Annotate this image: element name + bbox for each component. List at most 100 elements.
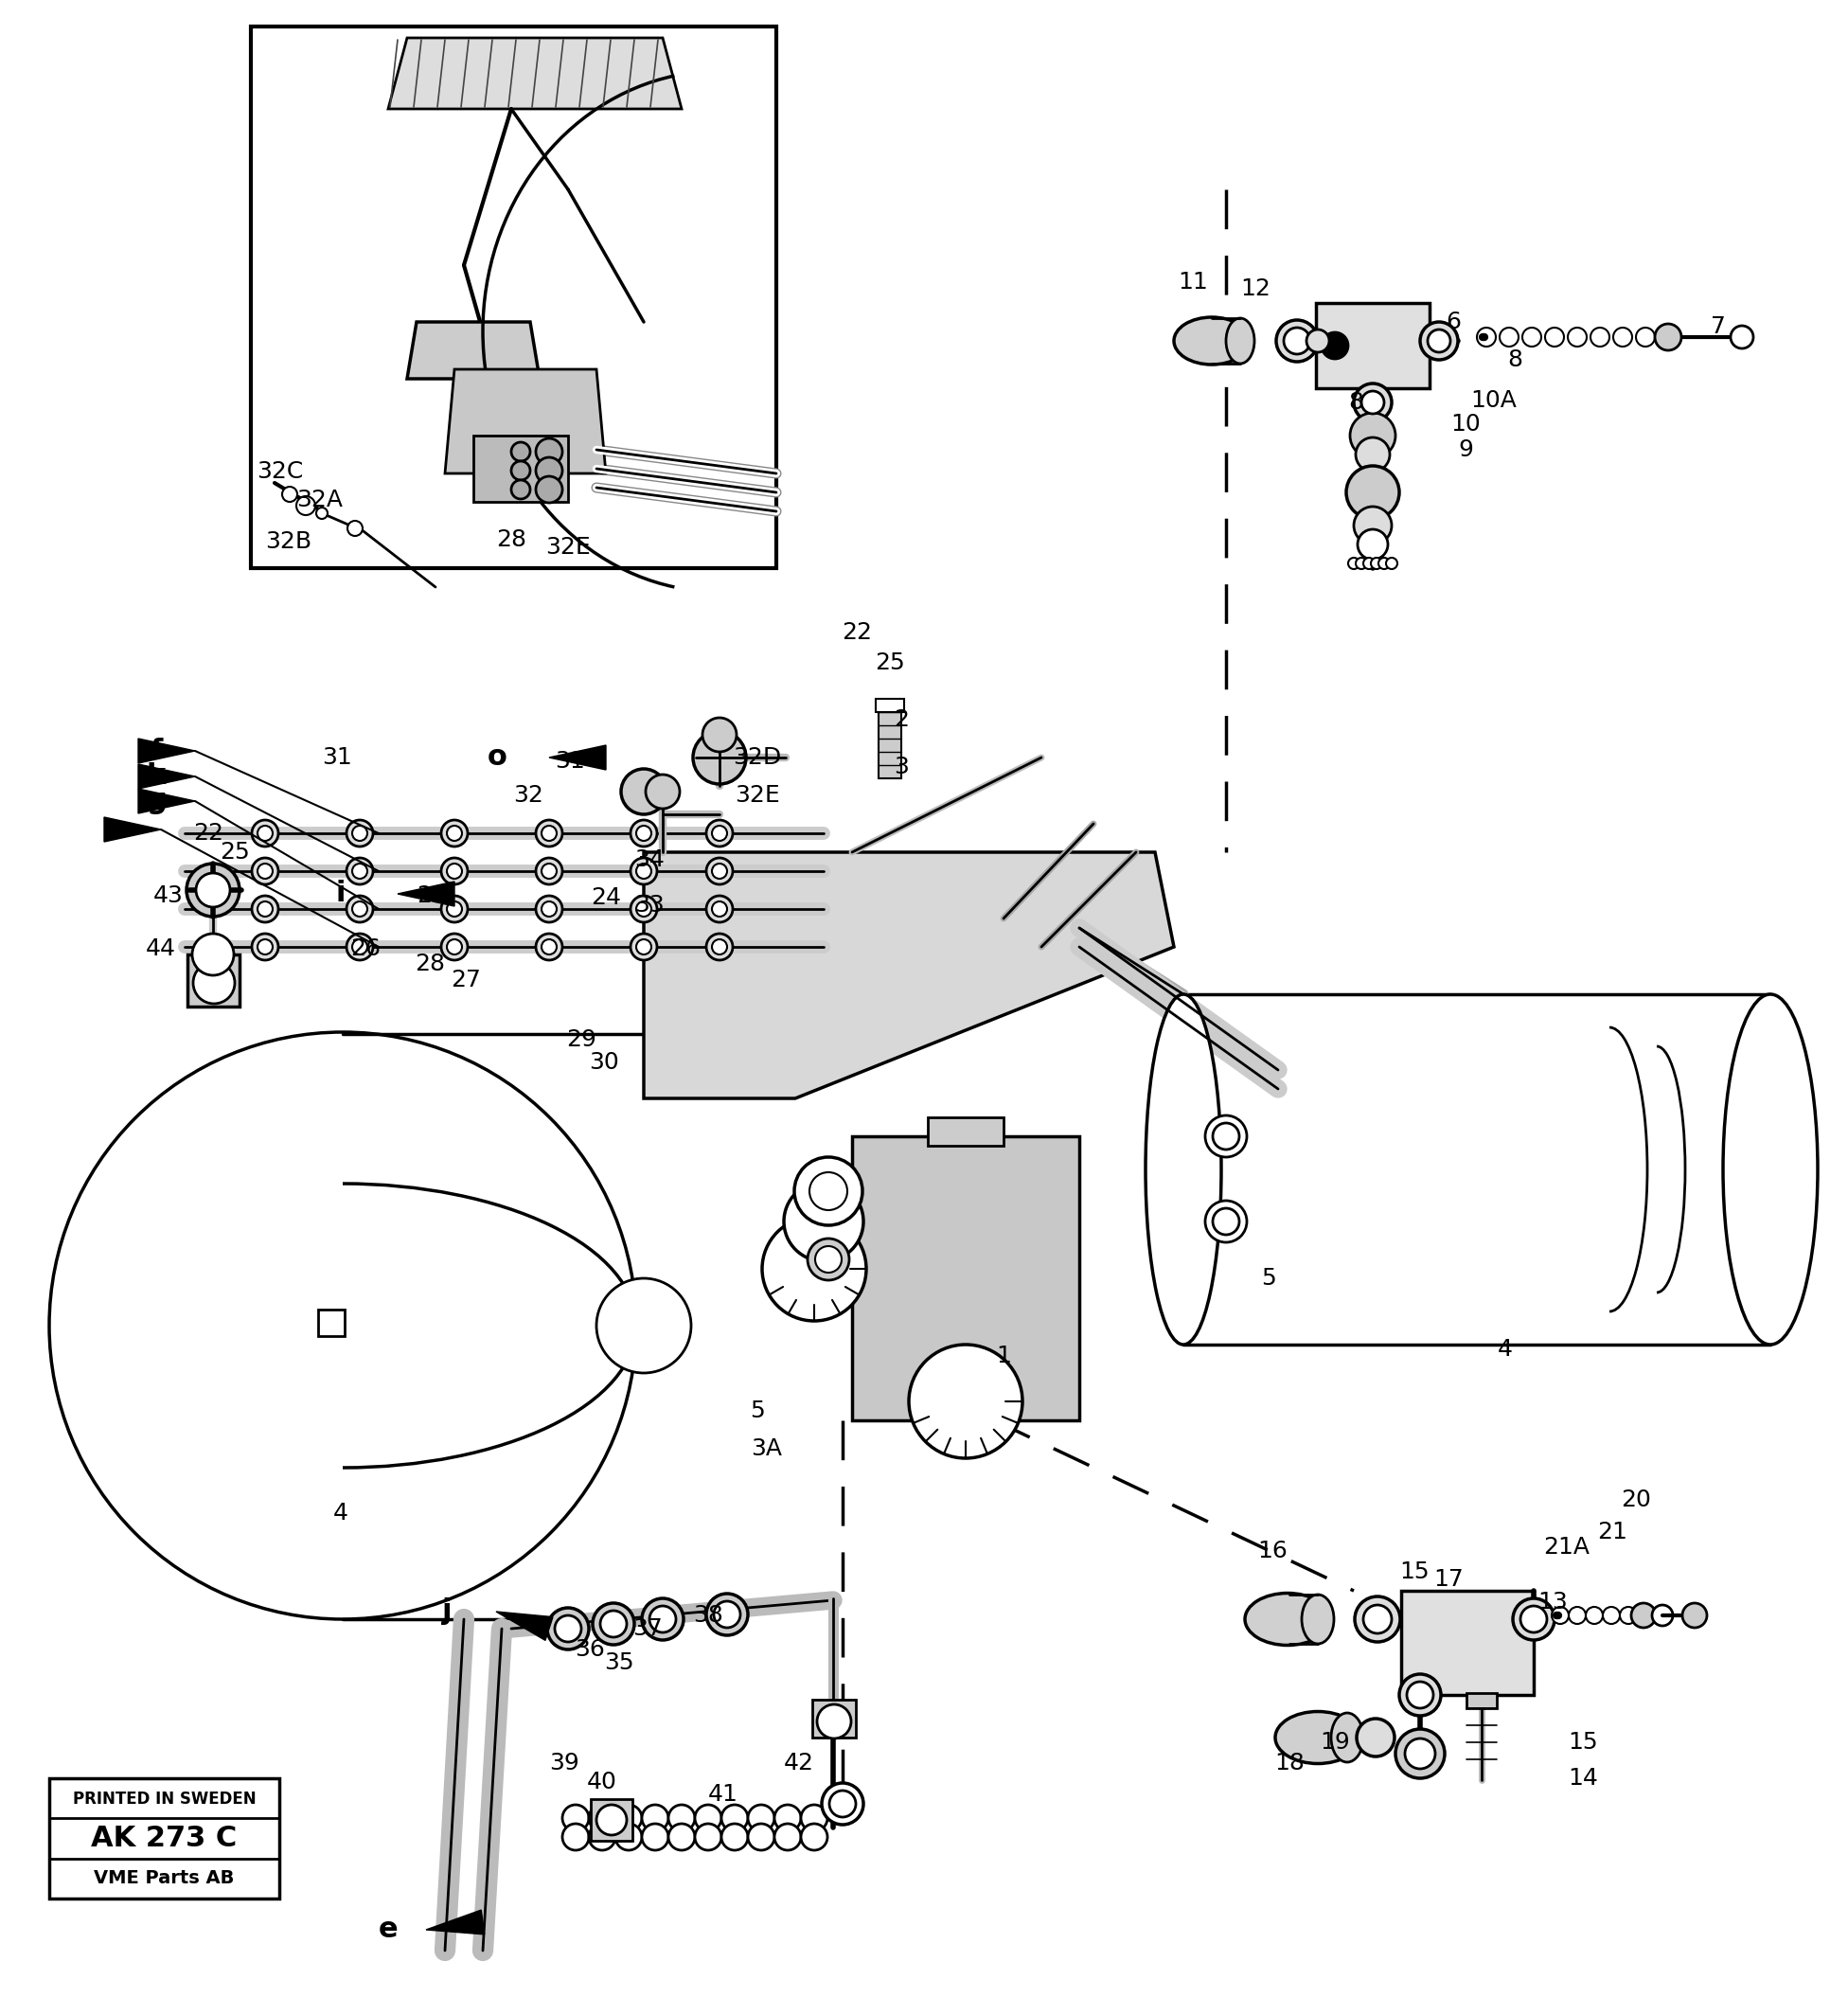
Circle shape	[347, 821, 373, 847]
Circle shape	[1355, 1596, 1401, 1642]
Polygon shape	[495, 1612, 553, 1640]
Circle shape	[296, 495, 316, 515]
Text: 8: 8	[1349, 391, 1364, 413]
Circle shape	[442, 859, 468, 885]
Text: 27: 27	[451, 969, 480, 991]
Circle shape	[1552, 1608, 1569, 1624]
Ellipse shape	[1275, 1711, 1360, 1763]
Circle shape	[721, 1823, 748, 1851]
Circle shape	[761, 1216, 867, 1320]
Text: 32D: 32D	[734, 747, 782, 769]
Circle shape	[512, 441, 530, 461]
Text: 34: 34	[634, 849, 665, 871]
Circle shape	[442, 821, 468, 847]
Circle shape	[1345, 465, 1399, 519]
Text: 21A: 21A	[1543, 1536, 1589, 1558]
Text: o: o	[488, 743, 506, 771]
Circle shape	[1591, 328, 1610, 347]
Text: 25: 25	[874, 651, 906, 675]
Circle shape	[711, 901, 726, 917]
Text: 40: 40	[588, 1771, 617, 1793]
Circle shape	[774, 1805, 800, 1831]
Text: i: i	[336, 881, 346, 907]
Text: 43: 43	[153, 885, 183, 907]
Circle shape	[347, 897, 373, 923]
Circle shape	[562, 1805, 590, 1831]
Text: 3A: 3A	[752, 1438, 782, 1460]
Circle shape	[536, 439, 562, 465]
Text: 41: 41	[708, 1783, 739, 1805]
Polygon shape	[139, 789, 196, 813]
Circle shape	[711, 825, 726, 841]
Circle shape	[702, 717, 737, 751]
Text: 32E: 32E	[736, 785, 780, 807]
Text: 21: 21	[1597, 1520, 1628, 1544]
Circle shape	[1514, 1598, 1554, 1640]
Circle shape	[630, 935, 658, 961]
Circle shape	[615, 1805, 641, 1831]
Circle shape	[590, 1823, 615, 1851]
Circle shape	[251, 821, 279, 847]
Text: 9: 9	[1458, 439, 1473, 461]
Text: 13: 13	[1538, 1592, 1567, 1614]
Circle shape	[1364, 1606, 1392, 1634]
Circle shape	[748, 1823, 774, 1851]
Text: 23: 23	[416, 885, 447, 907]
Circle shape	[536, 477, 562, 503]
Polygon shape	[388, 38, 682, 110]
Text: 31: 31	[554, 751, 586, 773]
Ellipse shape	[1225, 318, 1255, 363]
Text: k: k	[146, 763, 166, 791]
Circle shape	[1652, 1606, 1672, 1626]
Circle shape	[257, 939, 274, 955]
Text: 24: 24	[591, 887, 621, 909]
Circle shape	[547, 1608, 590, 1650]
Circle shape	[636, 939, 650, 955]
Circle shape	[50, 1032, 636, 1620]
Circle shape	[1499, 328, 1519, 347]
Circle shape	[706, 1594, 748, 1636]
Text: AK 273 C: AK 273 C	[91, 1825, 237, 1851]
Bar	[1316, 304, 1430, 387]
Text: 22: 22	[841, 621, 872, 643]
Bar	[187, 955, 240, 1006]
Circle shape	[636, 901, 650, 917]
Circle shape	[1212, 1122, 1240, 1150]
Circle shape	[1399, 1673, 1441, 1715]
Circle shape	[1730, 326, 1754, 347]
Text: 15: 15	[1567, 1731, 1599, 1753]
Text: 29: 29	[565, 1028, 597, 1050]
Polygon shape	[407, 322, 540, 379]
Text: 7: 7	[1711, 316, 1726, 337]
Ellipse shape	[1722, 995, 1818, 1344]
Text: 38: 38	[693, 1604, 723, 1628]
Circle shape	[1284, 328, 1310, 353]
Circle shape	[1205, 1200, 1247, 1242]
Circle shape	[711, 939, 726, 955]
Text: 28: 28	[414, 953, 445, 975]
Circle shape	[187, 863, 240, 917]
Circle shape	[353, 863, 368, 879]
Bar	[591, 1799, 632, 1841]
Text: s: s	[107, 815, 124, 843]
Polygon shape	[103, 817, 161, 843]
Bar	[473, 435, 567, 501]
Circle shape	[1404, 1739, 1436, 1769]
Text: j: j	[442, 1598, 453, 1626]
Circle shape	[1212, 1208, 1240, 1234]
Circle shape	[1654, 324, 1682, 349]
Circle shape	[815, 1246, 841, 1272]
Circle shape	[447, 825, 462, 841]
Circle shape	[353, 939, 368, 955]
Text: 42: 42	[784, 1751, 815, 1775]
Text: 18: 18	[1275, 1751, 1305, 1775]
Circle shape	[512, 461, 530, 479]
Text: 10A: 10A	[1471, 389, 1517, 411]
Text: e: e	[379, 1915, 397, 1943]
Text: 10: 10	[1451, 413, 1480, 435]
Bar	[878, 713, 902, 779]
Circle shape	[721, 1805, 748, 1831]
Circle shape	[774, 1823, 800, 1851]
Text: 30: 30	[590, 1050, 619, 1074]
Circle shape	[447, 939, 462, 955]
